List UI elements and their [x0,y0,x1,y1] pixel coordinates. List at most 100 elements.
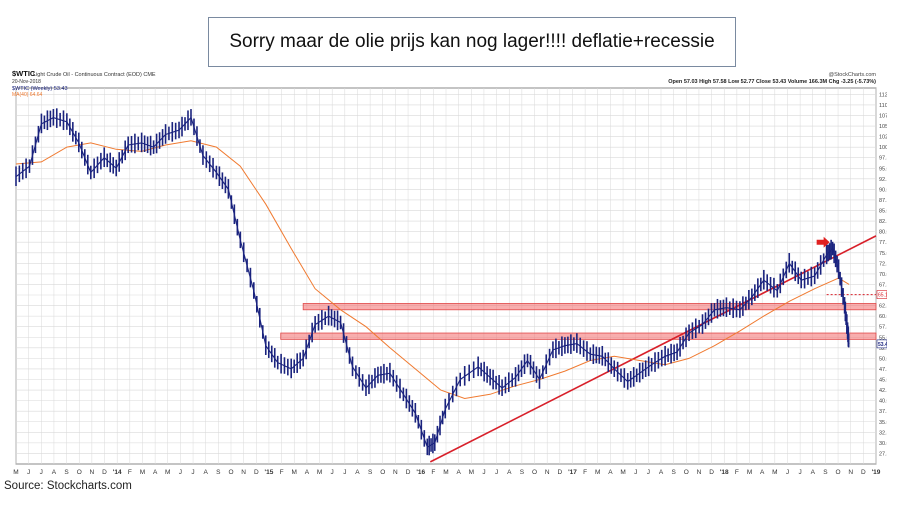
x-tick-label: '14 [113,469,122,476]
ohlc-readout: Open 57.03 High 57.58 Low 52.77 Close 53… [668,79,876,85]
y-tick-label: 97.5 [879,156,887,162]
y-tick-label: 42.5 [879,388,887,394]
x-tick-label: M [165,469,170,476]
x-tick-label: A [659,469,664,476]
x-tick-label: M [443,469,448,476]
x-tick-label: S [64,469,69,476]
x-tick-label: J [482,469,485,476]
x-tick-label: D [557,469,562,476]
y-tick-label: 55.0 [879,335,887,341]
x-tick-label: S [520,469,525,476]
x-tick-label: J [786,469,789,476]
x-tick-label: N [241,469,246,476]
x-tick-label: D [709,469,714,476]
slide-title-box: Sorry maar de olie prijs kan nog lager!!… [208,17,736,67]
x-tick-label: N [848,469,853,476]
y-tick-label: 45.0 [879,378,887,384]
x-tick-label: O [836,469,841,476]
x-tick-label: O [228,469,233,476]
y-tick-label: 52.5 [879,346,887,352]
legend-ma: MA(40) 64.64 [12,92,43,98]
x-tick-label: N [545,469,550,476]
x-tick-label: S [671,469,676,476]
y-tick-label: 82.5 [879,219,887,225]
x-tick-label: J [27,469,30,476]
y-tick-label: 102.5 [879,135,887,141]
x-tick-label: A [204,469,209,476]
x-tick-label: A [305,469,310,476]
y-tick-label: 67.5 [879,282,887,288]
y-tick-label: 112.5 [879,92,887,98]
x-tick-label: O [77,469,82,476]
y-tick-label: 50.0 [879,356,887,362]
x-tick-label: O [532,469,537,476]
x-tick-label: '15 [265,469,274,476]
x-tick-label: A [52,469,57,476]
x-tick-label: D [861,469,866,476]
x-tick-label: N [90,469,95,476]
x-tick-label: F [583,469,587,476]
x-tick-label: '18 [720,469,729,476]
y-tick-label: 57.5 [879,325,887,331]
resistance-bands [280,303,877,340]
x-tick-label: J [40,469,43,476]
chart-symbol: $WTIC [12,69,36,78]
y-tick-label: 72.5 [879,261,887,267]
y-tick-label: 75.0 [879,251,887,257]
price-chart-svg: 112.5 110.0 107.5 105.0 102.5 100.0 97.5 95.0 92… [12,69,893,476]
x-tick-label: A [760,469,765,476]
x-tick-label: F [735,469,739,476]
x-tick-label: J [634,469,637,476]
price-chart: 112.5 110.0 107.5 105.0 102.5 100.0 97.5 95.0 92… [10,66,893,480]
x-tick-label: F [128,469,132,476]
x-tick-label: M [140,469,145,476]
x-tick-label: N [697,469,702,476]
ma40-line [15,140,850,400]
x-tick-label: M [747,469,752,476]
x-tick-label: S [368,469,373,476]
resistance-band [302,303,877,311]
x-tick-label: A [355,469,360,476]
y-tick-label: 92.5 [879,177,887,183]
y-tick-label: 90.0 [879,187,887,193]
x-tick-label: N [393,469,398,476]
current-price-tag: 53.43 [878,342,887,348]
chart-series [15,108,850,456]
y-tick-label: 32.5 [879,430,887,436]
x-tick-label: J [179,469,182,476]
x-tick-label: O [380,469,385,476]
red-arrow-icon [816,236,830,248]
x-tick-label: J [343,469,346,476]
resistance-band [280,332,877,340]
x-tick-label: J [331,469,334,476]
x-tick-label: M [13,469,18,476]
x-tick-label: M [620,469,625,476]
x-tick-label: F [280,469,284,476]
x-tick-label: A [608,469,613,476]
legend-series: $WTIC (Weekly) 53.43 [12,86,68,92]
x-tick-label: A [153,469,158,476]
y-tick-label: 62.5 [879,304,887,310]
x-tick-label: D [254,469,259,476]
slide-title: Sorry maar de olie prijs kan nog lager!!… [229,31,715,52]
source-note: Source: Stockcharts.com [4,480,132,492]
x-tick-label: A [811,469,816,476]
y-tick-label: 47.5 [879,367,887,373]
y-tick-label: 80.0 [879,230,887,236]
x-tick-label: M [595,469,600,476]
y-tick-label: 110.0 [879,103,887,109]
y-tick-label: 95.0 [879,166,887,172]
y-tick-label: 85.0 [879,209,887,215]
y-tick-label: 77.5 [879,240,887,246]
y-tick-label: 40.0 [879,399,887,405]
y-tick-label: 35.0 [879,420,887,426]
x-tick-label: A [456,469,461,476]
x-tick-label: '19 [872,469,881,476]
y-tick-label: 107.5 [879,113,887,119]
price-line [15,116,850,448]
y-tick-label: 30.0 [879,441,887,447]
chart-watermark: @StockCharts.com [829,72,877,78]
x-tick-label: S [216,469,221,476]
x-tick-label: A [507,469,512,476]
x-tick-label: J [647,469,650,476]
